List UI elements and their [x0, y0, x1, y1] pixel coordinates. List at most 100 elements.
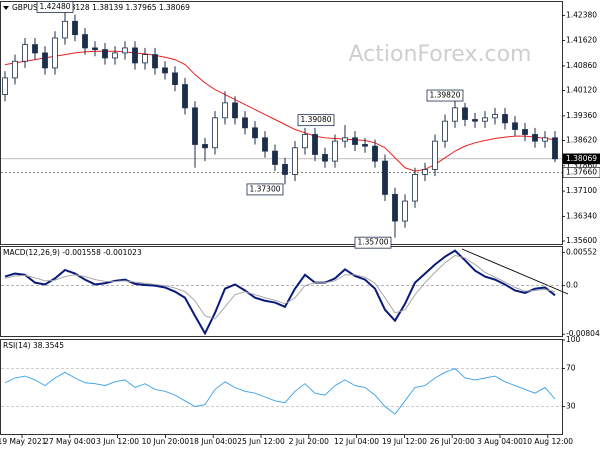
price-label: 1.38069: [566, 154, 597, 163]
candle-body: [542, 137, 548, 142]
candle-body: [482, 117, 488, 122]
y-tick-label: 1.40120: [566, 86, 597, 95]
x-tick-label: 19 May 2021: [0, 437, 47, 446]
candle-body: [72, 20, 78, 36]
candle-body: [92, 47, 98, 51]
candle-body: [462, 107, 468, 120]
rsi-panel: [0, 339, 563, 435]
annotation: 1.37300: [249, 184, 280, 193]
candle-body: [442, 120, 448, 142]
annotation: 1.35700: [357, 238, 388, 247]
candle-body: [182, 84, 188, 109]
candle-body: [522, 129, 528, 135]
candle-body: [472, 119, 478, 122]
candle-body: [232, 102, 238, 119]
macd-title: MACD(12,26,9) -0.001558 -0.001023: [3, 248, 142, 257]
y-tick-label: -0.00804: [566, 329, 600, 338]
x-tick-label: 10 Jun 20:00: [142, 437, 190, 446]
candle-body: [452, 107, 458, 122]
annotation: 1.42480: [39, 2, 70, 11]
candle-body: [492, 114, 498, 119]
candle-body: [432, 140, 438, 170]
y-tick-label: 1.37860: [566, 161, 597, 170]
x-tick-label: 27 May 04:00: [44, 437, 96, 446]
candle-body: [212, 117, 218, 149]
candle-body: [532, 134, 538, 142]
annotation-box: [354, 236, 392, 249]
candle-body: [32, 44, 38, 54]
candle-body: [352, 137, 358, 145]
y-tick-label: 0.00552: [566, 247, 597, 256]
candle-body: [382, 160, 388, 195]
y-tick-label: 1.35600: [566, 236, 597, 245]
candle-body: [342, 137, 348, 142]
candle-body: [502, 114, 508, 124]
x-tick-label: 19 Jul 12:00: [382, 437, 427, 446]
price-label-box: [562, 153, 600, 165]
candle-body: [42, 52, 48, 69]
candle-body: [12, 60, 18, 79]
x-tick-label: 2 Jul 20:00: [289, 437, 329, 446]
y-tick-label: 0.0: [566, 281, 578, 290]
candle-body: [552, 137, 558, 160]
rsi-title: RSI(14) 38.3545: [3, 341, 64, 350]
candle-body: [112, 52, 118, 59]
annotation-box: [426, 89, 464, 102]
x-tick-label: 3 Jun 12:00: [96, 437, 139, 446]
candle-body: [172, 72, 178, 85]
y-tick-label: 1.39360: [566, 111, 597, 120]
candle-body: [52, 37, 58, 69]
x-tick-label: 3 Aug 04:00: [477, 437, 523, 446]
y-tick-label: 1.41620: [566, 36, 597, 45]
candle-body: [82, 34, 88, 49]
candle-body: [142, 54, 148, 64]
candle-body: [312, 134, 318, 155]
candle-body: [322, 154, 328, 162]
candle-body: [22, 44, 28, 62]
y-tick-label: 1.36340: [566, 211, 597, 220]
candle-body: [362, 144, 368, 147]
indicator-line: [4, 249, 556, 336]
candle-body: [372, 145, 378, 162]
title-arrow: [3, 6, 9, 10]
indicator-line: [4, 367, 556, 415]
y-tick-label: 1.40860: [566, 61, 597, 70]
candle-body: [2, 77, 8, 95]
x-tick-label: 10 Aug 12:00: [523, 437, 574, 446]
y-tick-label: 1.42380: [566, 10, 597, 19]
macd-trendline: [461, 248, 569, 295]
candle-body: [62, 20, 68, 39]
candle-body: [292, 147, 298, 175]
candle-body: [392, 194, 398, 222]
candle-body: [192, 107, 198, 145]
y-tick-label: 100: [566, 335, 581, 344]
x-tick-label: 12 Jul 04:00: [334, 437, 379, 446]
candle-body: [422, 169, 428, 175]
x-tick-label: 26 Jul 20:00: [430, 437, 475, 446]
candle-body: [402, 200, 408, 222]
candle-body: [102, 49, 108, 59]
candle-body: [162, 67, 168, 74]
annotation-box: [246, 183, 284, 196]
candle-body: [262, 137, 268, 152]
candle-body: [222, 102, 228, 119]
candle-body: [242, 117, 248, 129]
annotation-box: [297, 114, 335, 127]
annotation: 1.39080: [300, 115, 331, 124]
candle-body: [302, 134, 308, 149]
indicator-line: [4, 254, 556, 320]
candle-body: [152, 54, 158, 69]
annotation: 1.39820: [429, 91, 460, 100]
annotation-box: [36, 1, 74, 13]
y-tick-label: 1.38620: [566, 135, 597, 144]
candle-body: [412, 174, 418, 202]
y-tick-label: 70: [566, 364, 576, 373]
candle-body: [132, 47, 138, 64]
candle-body: [272, 150, 278, 165]
price-panel: [0, 1, 563, 245]
candle-body: [512, 122, 518, 130]
candle-body: [282, 164, 288, 175]
